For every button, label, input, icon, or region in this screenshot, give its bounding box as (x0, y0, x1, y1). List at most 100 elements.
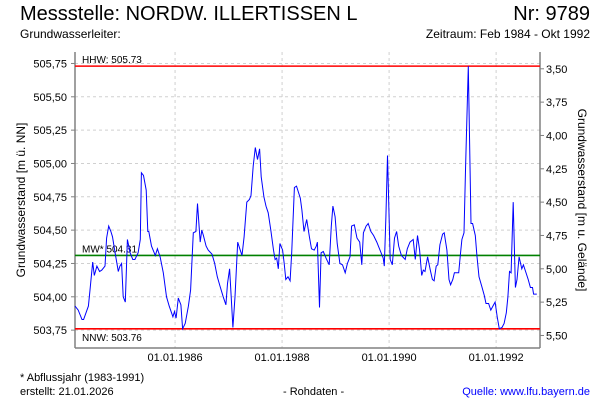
y-tick-label: 503,75 (33, 325, 67, 337)
y-tick-label: 505,75 (33, 58, 67, 70)
data-point (196, 231, 197, 232)
page-title: Messstelle: NORDW. ILLERTISSEN L (20, 3, 358, 25)
data-point (461, 239, 462, 240)
data-point (484, 295, 485, 296)
data-point (415, 259, 416, 260)
data-point (229, 268, 230, 269)
station-number: Nr: 9789 (513, 3, 590, 25)
data-point (263, 196, 264, 197)
data-point (225, 304, 226, 305)
data-point (316, 246, 317, 247)
data-point (421, 275, 422, 276)
data-point (127, 239, 128, 240)
data-point (337, 243, 338, 244)
data-point (481, 286, 482, 287)
data-point (528, 279, 529, 280)
data-point (479, 276, 480, 277)
data-point (244, 236, 245, 237)
y-right-tick-label: 5,00 (546, 264, 567, 276)
data-point (227, 283, 228, 284)
reference-label-mw: MW* 504.31 (82, 244, 137, 255)
data-point (345, 272, 346, 273)
data-point (231, 296, 232, 297)
data-point (135, 259, 136, 260)
data-point (387, 155, 388, 156)
data-point (185, 323, 186, 324)
data-point (450, 284, 451, 285)
data-point (311, 248, 312, 249)
y-tick-label: 505,00 (33, 158, 67, 170)
data-point (434, 280, 435, 281)
data-point (296, 186, 297, 187)
data-point (182, 328, 183, 329)
data-point (143, 175, 144, 176)
data-point (270, 230, 271, 231)
raw-data-label: - Rohdaten - (283, 386, 345, 398)
data-point (217, 276, 218, 277)
data-point (266, 206, 267, 207)
data-point (493, 306, 494, 307)
data-point (151, 246, 152, 247)
data-point (488, 303, 489, 304)
data-point (190, 290, 191, 291)
data-point (452, 279, 453, 280)
data-point (437, 264, 438, 265)
data-point (440, 244, 441, 245)
data-point (499, 328, 500, 329)
data-point (280, 243, 281, 244)
data-point (188, 306, 189, 307)
data-point (319, 307, 320, 308)
data-point (115, 252, 116, 253)
data-point (294, 187, 295, 188)
data-point (261, 176, 262, 177)
data-point (121, 263, 122, 264)
reference-label-nnw: NNW: 503.76 (82, 333, 142, 344)
y-right-tick-label: 4,00 (546, 130, 567, 142)
data-point (255, 147, 256, 148)
data-point (92, 262, 93, 263)
data-point (257, 159, 258, 160)
data-point (430, 270, 431, 271)
data-point (506, 312, 507, 313)
data-point (497, 316, 498, 317)
data-point (472, 223, 473, 224)
data-point (99, 271, 100, 272)
data-point (366, 226, 367, 227)
source-link[interactable]: Quelle: www.lfu.bayern.de (462, 386, 590, 398)
data-point (253, 166, 254, 167)
data-point (130, 252, 131, 253)
data-point (314, 250, 315, 251)
data-point (110, 231, 111, 232)
data-point (309, 236, 310, 237)
y-tick-label: 504,00 (33, 292, 67, 304)
data-point (125, 302, 126, 303)
data-point (476, 255, 477, 256)
data-point (515, 287, 516, 288)
data-point (502, 327, 503, 328)
data-point (223, 296, 224, 297)
data-point (249, 199, 250, 200)
data-point (468, 66, 469, 67)
data-point (519, 256, 520, 257)
y-tick-label: 505,50 (33, 92, 67, 104)
data-point (351, 226, 352, 227)
data-point (155, 255, 156, 256)
y-right-tick-label: 3,75 (546, 97, 567, 109)
data-point (384, 266, 385, 267)
y-tick-label: 504,25 (33, 258, 67, 270)
footnote: * Abflussjahr (1983-1991) (20, 372, 145, 384)
period-label: Zeitraum: Feb 1984 - Okt 1992 (425, 27, 590, 41)
y-tick-label: 505,25 (33, 125, 67, 137)
data-point (206, 246, 207, 247)
data-point (321, 252, 322, 253)
x-tick-label: 01.01.1986 (148, 352, 203, 364)
data-point (90, 290, 91, 291)
data-point (239, 248, 240, 249)
data-point (200, 242, 201, 243)
data-point (212, 254, 213, 255)
data-point (290, 280, 291, 281)
data-point (284, 263, 285, 264)
data-point (232, 327, 233, 328)
data-point (383, 258, 384, 259)
